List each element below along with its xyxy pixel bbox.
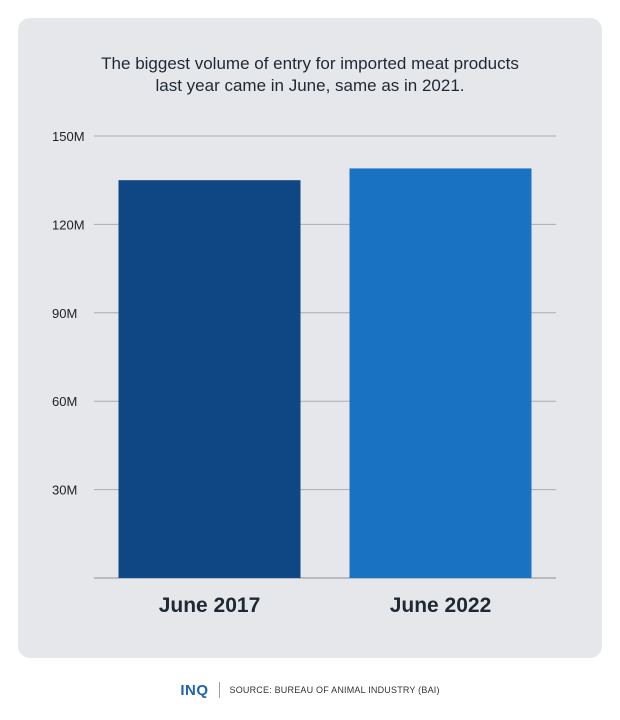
footer-divider — [218, 682, 220, 698]
y-tick-label: 90M — [52, 306, 77, 321]
chart-title-line-1: The biggest volume of entry for imported… — [101, 54, 519, 73]
inq-logo: INQ — [180, 681, 209, 699]
chart-title-line-2: last year came in June, same as in 2021. — [155, 76, 465, 95]
x-category-label: June 2022 — [390, 594, 492, 617]
bar — [118, 180, 301, 578]
y-tick-label: 30M — [52, 483, 77, 498]
y-tick-label: 60M — [52, 394, 77, 409]
bars — [118, 168, 532, 578]
footer: INQ SOURCE: BUREAU OF ANIMAL INDUSTRY (B… — [0, 680, 620, 700]
source-text: SOURCE: BUREAU OF ANIMAL INDUSTRY (BAI) — [229, 685, 440, 695]
chart-title: The biggest volume of entry for imported… — [18, 53, 602, 97]
x-category-label: June 2017 — [159, 594, 261, 617]
y-tick-label: 120M — [52, 217, 85, 232]
y-tick-label: 150M — [52, 129, 85, 144]
bar — [349, 168, 532, 578]
axis-labels: 30M 60M 90M 120M 150M June 2017 June 2022 — [52, 129, 491, 617]
